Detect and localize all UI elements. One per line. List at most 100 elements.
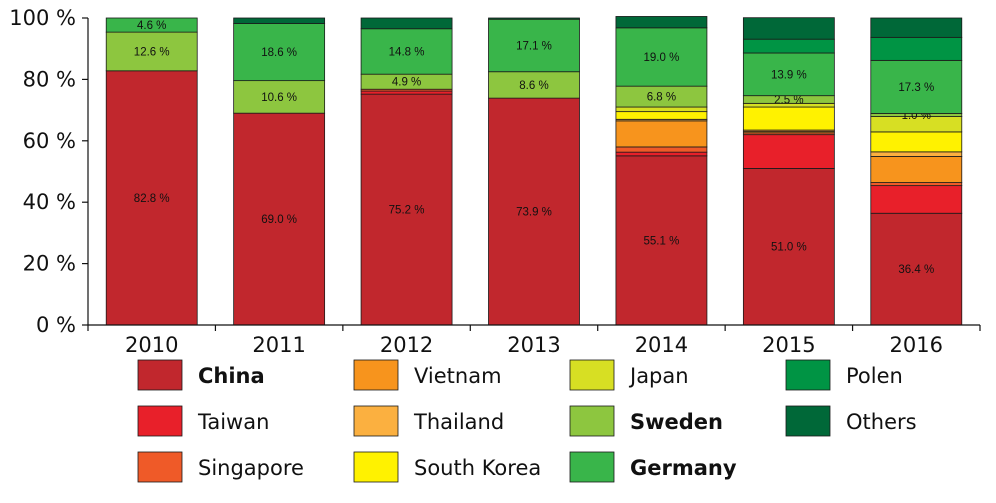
legend-swatch: [569, 359, 615, 391]
bar-segment-germany: [742, 52, 835, 97]
bar-stack-2013: 73.9 % 8.6 % 17.1 %: [488, 17, 580, 326]
legend-swatch: [785, 405, 831, 437]
x-tick-label: 2015: [762, 333, 815, 357]
legend-item-taiwan: Taiwan: [137, 405, 269, 437]
legend-swatch: [353, 359, 399, 391]
bar-segment-others: [870, 17, 963, 38]
data-label: 19.0 %: [644, 52, 680, 64]
legend-label: Japan: [628, 364, 689, 388]
bar-segment-singapore: [615, 146, 708, 153]
data-label: 69.0 %: [261, 214, 297, 226]
legend-item-thailand: Thailand: [353, 405, 504, 437]
bar-segment-taiwan: [615, 151, 708, 157]
bar-stack-2014: 55.1 % 6.8 % 19.0 %: [615, 16, 708, 326]
data-label: 18.6 %: [261, 47, 297, 59]
bar-segment-others: [360, 17, 453, 30]
data-label: 13.9 %: [771, 69, 807, 81]
bar-segment-china: [870, 212, 963, 326]
bar-segment-thailand: [870, 151, 963, 157]
legend-item-japan: Japan: [569, 359, 689, 391]
bar-stack-2011: 69.0 % 10.6 % 18.6 %: [233, 17, 326, 326]
y-tick-label: 100 %: [9, 6, 76, 30]
bar-segment-china: [615, 155, 708, 326]
legend-item-china: China: [137, 359, 265, 391]
bar-stack-2015: 51.0 % 2.5 % 13.9 %: [742, 17, 835, 326]
bar-segment-sweden: [105, 31, 198, 72]
legend-swatch: [137, 359, 183, 391]
bar-segment-germany: [105, 17, 198, 33]
data-label: 10.6 %: [261, 92, 297, 104]
bar-segment-germany: [615, 27, 708, 87]
legend-item-polen: Polen: [785, 359, 903, 391]
legend-label: Others: [846, 410, 917, 434]
y-tick-label: 0 %: [36, 313, 76, 337]
bar-segment-taiwan: [360, 90, 453, 95]
legend-swatch: [785, 359, 831, 391]
bar-segment-vietnam: [615, 120, 708, 148]
legend-label: Sweden: [630, 410, 723, 434]
data-label: 6.8 %: [647, 92, 676, 104]
bars: 82.8 % 12.6 % 4.6 % 69.0 % 10.6 % 18.6 % 75.2 …: [105, 16, 963, 326]
legend-swatch: [137, 451, 183, 483]
bar-segment-germany: [360, 28, 453, 75]
bar-segment-polen: [742, 38, 835, 54]
legend-item-others: Others: [785, 405, 917, 437]
legend-swatch: [353, 451, 399, 483]
bar-segment-others: [233, 17, 326, 24]
bar-segment-sweden: [488, 71, 580, 99]
legend-item-south-korea: South Korea: [353, 451, 541, 483]
x-tick-label: 2010: [125, 333, 178, 357]
legend-item-singapore: Singapore: [137, 451, 304, 483]
bar-stack-2010: 82.8 % 12.6 % 4.6 %: [105, 17, 198, 326]
legend-label: South Korea: [414, 456, 541, 480]
bar-segment-singapore: [870, 182, 963, 187]
data-label: 82.8 %: [134, 193, 170, 205]
legend-swatch: [569, 405, 615, 437]
data-label: 36.4 %: [898, 264, 934, 276]
legend-item-sweden: Sweden: [569, 405, 723, 437]
bar-segment-south-korea: [870, 131, 963, 153]
bar-segment-vietnam: [870, 156, 963, 183]
bar-segment-japan: [615, 106, 708, 113]
bar-segment-germany: [233, 23, 326, 82]
bar-segment-south-korea: [615, 111, 708, 120]
x-axis: 2010 2011 2012 2013 2014 2015 2016: [87, 324, 981, 357]
legend-label: Singapore: [198, 456, 304, 480]
legend-label: China: [198, 364, 265, 388]
legend-label: Vietnam: [414, 364, 502, 388]
y-axis: 0 % 20 % 40 % 60 % 80 % 100 %: [9, 6, 89, 337]
legend-item-germany: Germany: [569, 451, 737, 483]
y-tick-label: 80 %: [23, 67, 76, 91]
data-label: 17.3 %: [898, 82, 934, 94]
bar-segment-polen: [870, 36, 963, 61]
legend-label: Thailand: [413, 410, 504, 434]
bar-segment-china: [360, 93, 453, 326]
bar-segment-south-korea: [742, 106, 835, 131]
bar-segment-others: [488, 17, 580, 20]
legend-swatch: [353, 405, 399, 437]
data-label: 17.1 %: [516, 40, 552, 52]
data-label: 55.1 %: [644, 235, 680, 247]
bar-stack-2016: 36.4 %1.0 %17.3 %: [870, 17, 963, 326]
legend-label: Taiwan: [197, 410, 269, 434]
y-tick-label: 20 %: [23, 252, 76, 276]
bar-segment-sweden: [233, 80, 326, 114]
legend-swatch: [569, 451, 615, 483]
legend-label: Germany: [630, 456, 737, 480]
bar-segment-china: [488, 97, 580, 326]
y-tick-label: 60 %: [23, 129, 76, 153]
legend-item-vietnam: Vietnam: [353, 359, 502, 391]
data-label: 75.2 %: [389, 205, 425, 217]
x-tick-label: 2016: [890, 333, 943, 357]
bar-segment-germany: [488, 18, 580, 73]
bar-segment-china: [742, 168, 835, 326]
legend-label: Polen: [846, 364, 903, 388]
x-tick-label: 2013: [507, 333, 560, 357]
bar-segment-others: [615, 16, 708, 29]
bar-segment-taiwan: [870, 185, 963, 214]
data-label: 12.6 %: [134, 46, 170, 58]
data-label: 14.8 %: [389, 46, 425, 58]
y-tick-label: 40 %: [23, 190, 76, 214]
bar-segment-others: [742, 17, 835, 40]
x-tick-label: 2014: [635, 333, 688, 357]
